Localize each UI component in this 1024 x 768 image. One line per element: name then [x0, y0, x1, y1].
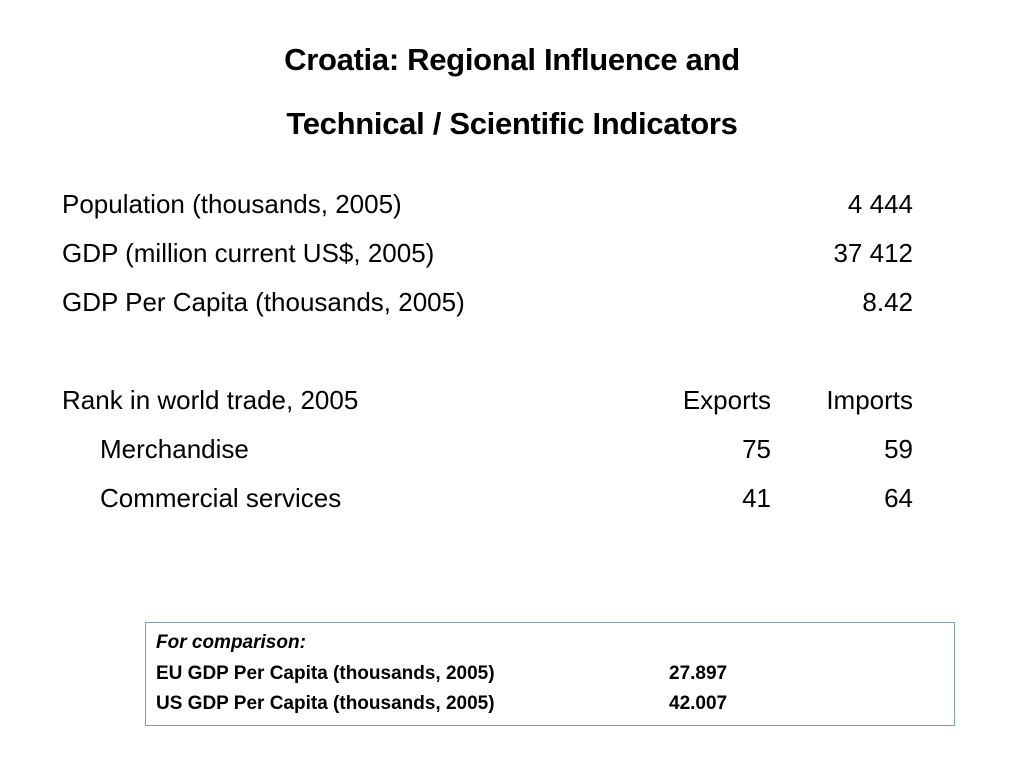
trade-heading: Rank in world trade, 2005: [62, 385, 359, 415]
imports-column-header: Imports: [826, 385, 913, 415]
imports-rank: 59: [884, 434, 913, 464]
trade-row-label: Merchandise: [100, 434, 249, 464]
comparison-label: EU GDP Per Capita (thousands, 2005): [156, 663, 495, 684]
indicator-row-gdp: GDP (million current US$, 2005) 37 412: [0, 238, 1024, 278]
indicator-label: GDP Per Capita (thousands, 2005): [62, 287, 465, 317]
comparison-value: 27.897: [669, 663, 728, 684]
trade-row-label: Commercial services: [100, 483, 342, 513]
exports-rank: 41: [742, 483, 771, 513]
trade-header-row: Rank in world trade, 2005 Exports Import…: [0, 385, 1024, 425]
indicator-row-population: Population (thousands, 2005) 4 444: [0, 189, 1024, 229]
indicator-label: GDP (million current US$, 2005): [62, 238, 435, 268]
indicator-label: Population (thousands, 2005): [62, 189, 402, 219]
exports-rank: 75: [742, 434, 771, 464]
comparison-value: 42.007: [669, 693, 728, 714]
comparison-row-us: US GDP Per Capita (thousands, 2005) 42.0…: [156, 693, 936, 719]
indicator-row-gdp-per-capita: GDP Per Capita (thousands, 2005) 8.42: [0, 287, 1024, 327]
indicator-value: 4 444: [847, 189, 913, 219]
exports-column-header: Exports: [682, 385, 771, 415]
comparison-row-eu: EU GDP Per Capita (thousands, 2005) 27.8…: [156, 663, 936, 689]
trade-row-merchandise: Merchandise 75 59: [0, 434, 1024, 474]
comparison-heading: For comparison:: [156, 632, 306, 653]
imports-rank: 64: [884, 483, 913, 513]
slide-title-line-1: Croatia: Regional Influence and: [284, 42, 740, 77]
indicator-value: 8.42: [862, 287, 913, 317]
comparison-box: For comparison: EU GDP Per Capita (thous…: [145, 622, 955, 726]
comparison-label: US GDP Per Capita (thousands, 2005): [156, 693, 495, 714]
trade-row-commercial-services: Commercial services 41 64: [0, 483, 1024, 523]
indicator-value: 37 412: [833, 238, 913, 268]
slide-title-line-2: Technical / Scientific Indicators: [286, 106, 738, 141]
